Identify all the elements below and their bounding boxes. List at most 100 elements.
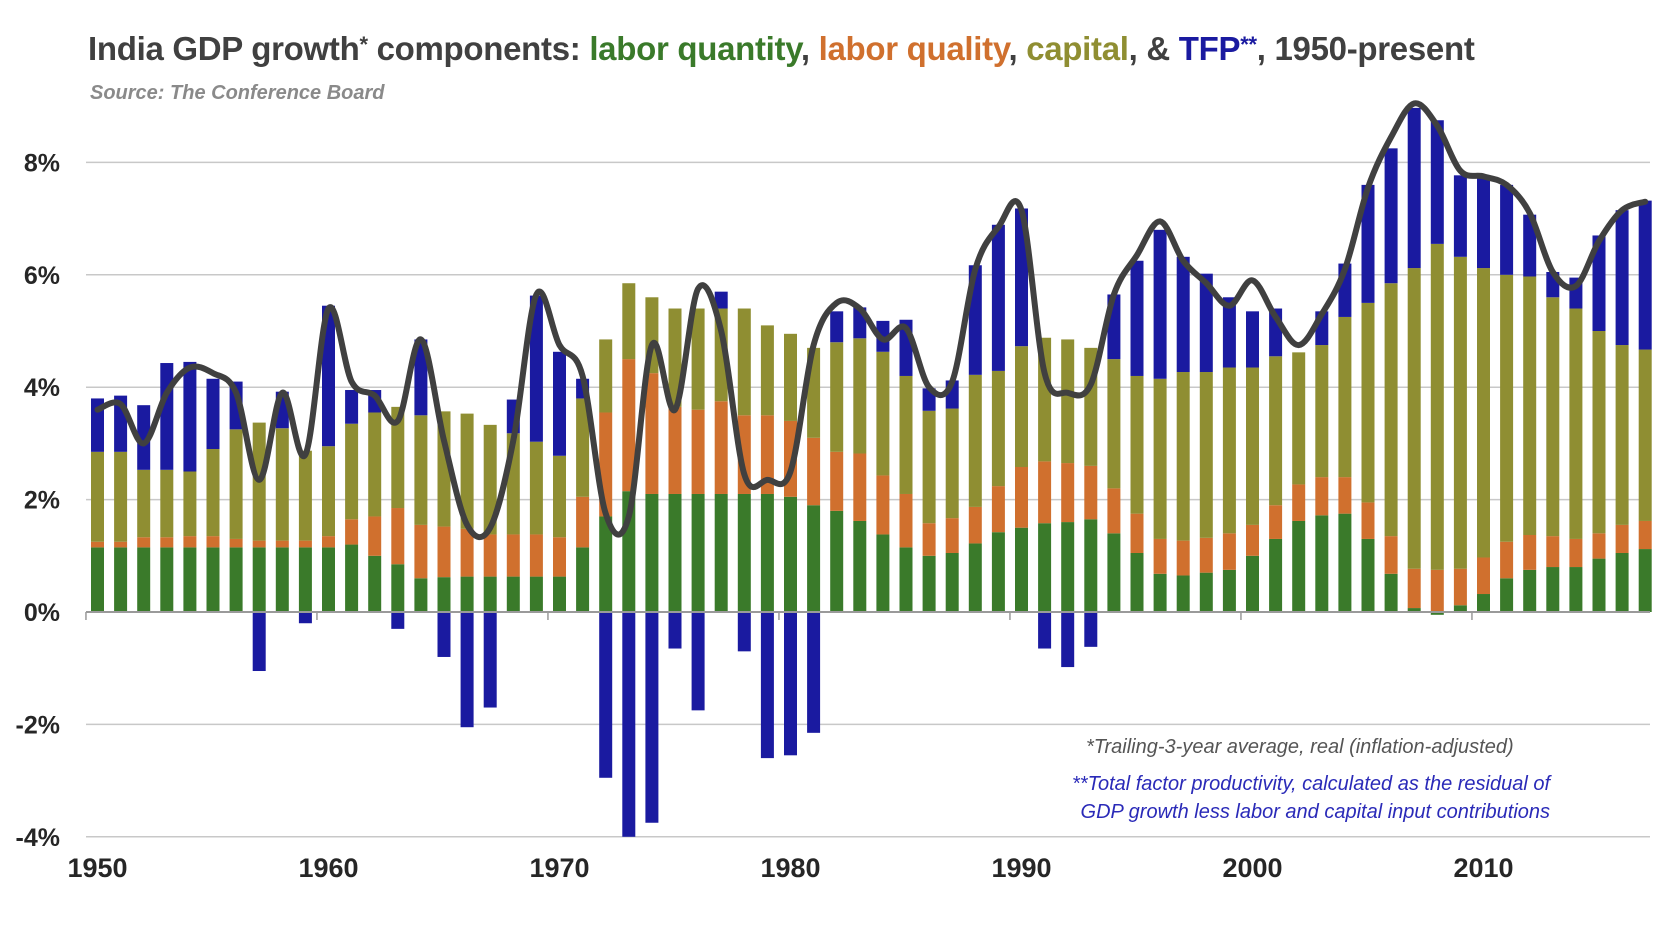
bar-capital <box>160 469 174 538</box>
bar-capital <box>1222 367 1236 534</box>
bar-labor-quality <box>853 453 867 521</box>
bar-labor-quantity <box>1453 605 1467 612</box>
bar-labor-quality <box>645 373 659 494</box>
bar-labor-quality <box>1015 467 1028 528</box>
bar-labor-quantity <box>183 547 197 612</box>
bar-labor-quality <box>1246 524 1259 556</box>
bar-tfp <box>252 612 266 672</box>
bar-labor-quality <box>183 536 197 548</box>
x-tick-label: 2010 <box>1453 853 1513 883</box>
bar-capital <box>599 339 613 413</box>
bar-labor-quantity <box>298 547 312 612</box>
bar-labor-quality <box>899 493 913 548</box>
bar-labor-quality <box>1222 533 1236 570</box>
bar-tfp <box>1592 235 1606 331</box>
x-tick-label: 1980 <box>760 853 820 883</box>
bar-capital <box>1153 378 1167 539</box>
bar-labor-quality <box>460 528 474 577</box>
bar-capital <box>853 338 867 454</box>
title-sep: , <box>1008 30 1027 67</box>
bar-tfp <box>1384 148 1398 284</box>
gdp-line-layer <box>94 100 1649 541</box>
bar-tfp <box>529 295 543 442</box>
bar-tfp <box>1061 612 1075 668</box>
bar-labor-quality <box>160 537 174 548</box>
bar-labor-quality <box>1592 533 1606 559</box>
bar-tfp <box>298 612 312 624</box>
bar-tfp <box>414 339 428 416</box>
bar-labor-quantity <box>760 493 774 612</box>
bar-labor-quantity <box>945 552 959 612</box>
y-tick-label: 8% <box>24 149 60 177</box>
bar-labor-quantity <box>1107 533 1121 612</box>
bar-labor-quantity <box>114 547 128 612</box>
bar-labor-quantity <box>368 555 382 612</box>
bar-labor-quality <box>691 409 705 494</box>
bar-labor-quantity <box>460 576 474 612</box>
bar-labor-quality <box>437 526 451 578</box>
bar-capital <box>991 370 1005 487</box>
bar-labor-quality <box>876 475 890 535</box>
bar-labor-quantity <box>1199 572 1213 612</box>
bar-tfp <box>1477 178 1490 269</box>
bar-capital <box>437 411 451 527</box>
bar-capital <box>483 424 497 535</box>
bar-tfp <box>91 398 104 452</box>
bar-capital <box>1430 243 1444 570</box>
bar-capital <box>899 375 913 494</box>
bar-labor-quantity <box>529 576 543 612</box>
bar-tfp <box>1084 612 1098 647</box>
bar-labor-quality <box>1038 461 1052 524</box>
bar-labor-quality <box>1176 540 1190 576</box>
bar-labor-quantity <box>437 577 451 612</box>
bar-labor-quality <box>391 508 405 565</box>
bar-tfp <box>784 612 797 756</box>
bar-tfp <box>391 612 405 629</box>
bar-labor-quantity <box>137 547 151 612</box>
bar-capital <box>229 429 243 539</box>
bar-capital <box>1453 256 1467 569</box>
title-tfp: TFP <box>1178 30 1241 67</box>
bar-tfp <box>1246 311 1259 368</box>
footnote-tfp-line2: GDP growth less labor and capital input … <box>1080 801 1551 823</box>
bar-labor-quantity <box>737 493 751 612</box>
bar-capital <box>345 423 359 520</box>
bar-capital <box>668 308 682 407</box>
bar-labor-quantity <box>1130 552 1144 612</box>
bar-labor-quality <box>275 540 289 548</box>
bar-capital <box>622 283 636 360</box>
bar-labor-quality <box>322 536 335 548</box>
x-tick-label: 1950 <box>67 853 127 883</box>
bar-tfp <box>668 612 682 649</box>
bar-labor-quantity <box>645 493 659 612</box>
x-tick-label: 2000 <box>1222 853 1282 883</box>
bar-labor-quality <box>737 415 751 494</box>
bar-tfp <box>1199 273 1213 373</box>
bar-labor-quantity <box>275 547 289 612</box>
bar-labor-quality <box>576 496 590 548</box>
bar-labor-quantity <box>160 547 174 612</box>
bar-capital <box>1130 375 1144 514</box>
bar-labor-quality <box>1569 538 1583 568</box>
bar-labor-quantity <box>1638 549 1652 612</box>
y-tick-label: -4% <box>16 824 60 852</box>
bar-labor-quantity <box>1500 578 1514 612</box>
bar-labor-quantity <box>830 510 844 612</box>
bar-labor-quality <box>1615 524 1629 553</box>
title-mid: components: <box>367 30 590 67</box>
bar-labor-quantity <box>1176 575 1190 612</box>
bar-labor-quantity <box>1361 538 1375 612</box>
bar-capital <box>322 446 335 537</box>
bar-labor-quantity <box>229 547 243 612</box>
bar-capital <box>114 451 128 542</box>
title-footnote-mark: * <box>359 32 368 57</box>
bar-capital <box>1546 297 1560 537</box>
bar-capital <box>737 308 751 416</box>
bar-tfp <box>1130 260 1144 376</box>
bar-labor-quantity <box>1084 519 1098 612</box>
bar-labor-quality <box>1315 477 1329 516</box>
bar-tfp <box>206 378 220 450</box>
bar-labor-quality <box>1130 513 1144 553</box>
bar-capital <box>1107 359 1121 489</box>
bar-tfp <box>807 612 821 733</box>
